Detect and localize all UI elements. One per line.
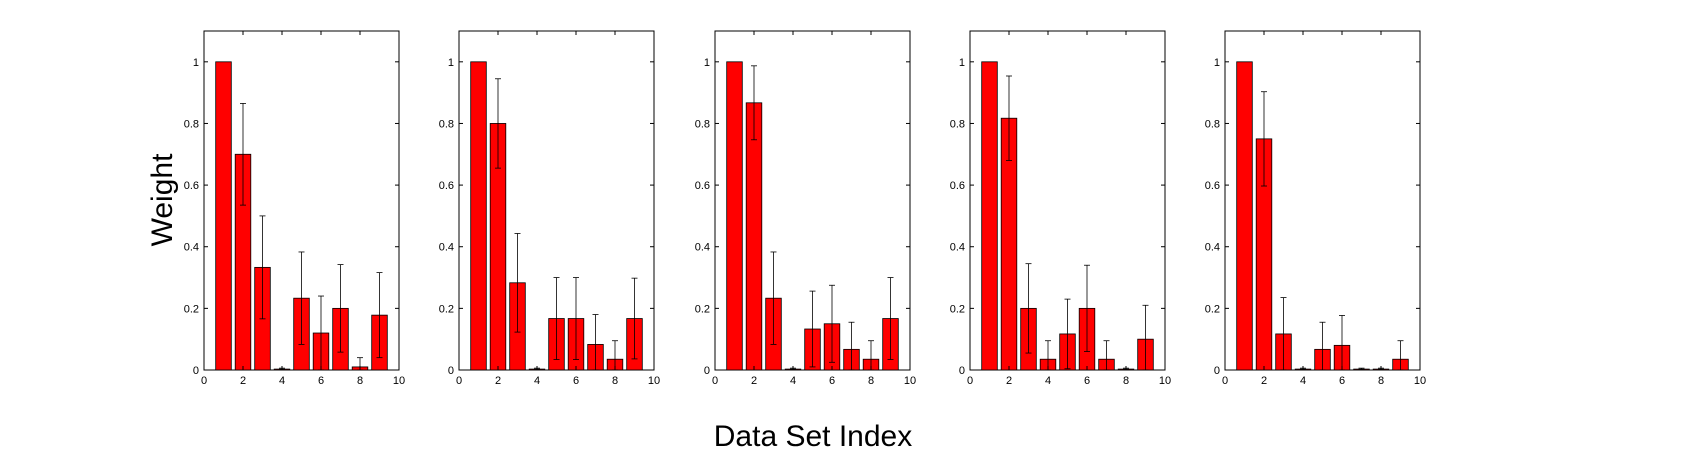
x-tick-label: 0: [1222, 375, 1228, 387]
chart-panel-1: 0 2 4 6 8 10 0 0.2 0.4 0.6 0.8 1: [184, 30, 405, 387]
x-tick-label: 6: [1339, 375, 1345, 387]
y-tick-label: 0.8: [184, 118, 199, 130]
y-tick-label: 0: [704, 365, 710, 377]
x-tick-label: 10: [393, 375, 405, 387]
x-tick-label: 2: [751, 375, 757, 387]
x-axis-title: Data Set Index: [714, 420, 912, 450]
x-tick-label: 6: [573, 375, 579, 387]
y-tick-label: 0.8: [950, 118, 965, 130]
y-tick-label: 0.2: [1205, 303, 1220, 315]
y-axis-title: Weight: [146, 153, 179, 246]
x-tick-label: 4: [534, 375, 540, 387]
y-tick-label: 0.4: [439, 242, 454, 254]
y-tick-label: 0.6: [439, 180, 454, 192]
axes-frame: [1224, 30, 1421, 371]
x-tick-label: 0: [712, 375, 718, 387]
x-tick-label: 10: [1159, 375, 1171, 387]
x-tick-label: 10: [904, 375, 916, 387]
y-tick-label: 0.8: [695, 118, 710, 130]
y-tick-label: 0.6: [695, 180, 710, 192]
x-tick-label: 4: [1300, 375, 1306, 387]
bar: [745, 102, 763, 371]
y-tick-label: 0.4: [184, 242, 199, 254]
y-tick-label: 1: [193, 57, 199, 69]
bar: [215, 61, 232, 371]
y-tick-label: 0.4: [695, 242, 710, 254]
y-tick-label: 0: [959, 365, 965, 377]
x-tick-label: 0: [201, 375, 207, 387]
y-tick-label: 0.8: [439, 118, 454, 130]
x-tick-label: 2: [240, 375, 246, 387]
x-tick-label: 8: [868, 375, 874, 387]
y-tick-label: 0.2: [950, 303, 965, 315]
x-tick-label: 10: [1414, 375, 1426, 387]
y-tick-label: 0: [448, 365, 454, 377]
y-tick-label: 0.6: [950, 180, 965, 192]
y-tick-label: 0.6: [1205, 180, 1220, 192]
y-tick-label: 1: [448, 57, 454, 69]
bar: [726, 61, 743, 371]
y-tick-label: 1: [1214, 57, 1220, 69]
bar: [1236, 61, 1253, 371]
y-tick-label: 1: [704, 57, 710, 69]
x-tick-label: 4: [1045, 375, 1051, 387]
y-tick-label: 1: [959, 57, 965, 69]
y-tick-label: 0.6: [184, 180, 199, 192]
y-tick-label: 0.4: [950, 242, 965, 254]
y-tick-label: 0.2: [184, 303, 199, 315]
x-tick-label: 8: [1378, 375, 1384, 387]
chart-panel-4: 0 2 4 6 8 10 0 0.2 0.4 0.6 0.8 1: [950, 30, 1171, 387]
x-tick-label: 10: [648, 375, 660, 387]
y-tick-label: 0: [1214, 365, 1220, 377]
x-tick-label: 0: [967, 375, 973, 387]
x-tick-label: 2: [1261, 375, 1267, 387]
x-tick-label: 6: [318, 375, 324, 387]
chart-panel-3: 0 2 4 6 8 10 0 0.2 0.4 0.6 0.8 1: [695, 30, 916, 387]
chart-panel-5: 0 2 4 6 8 10 0 0.2 0.4 0.6 0.8 1: [1205, 30, 1426, 387]
x-tick-label: 8: [1123, 375, 1129, 387]
y-tick-label: 0.2: [695, 303, 710, 315]
bar: [470, 61, 487, 371]
chart-panel-2: 0 2 4 6 8 10 0 0.2 0.4 0.6 0.8 1: [439, 30, 660, 387]
y-tick-label: 0.2: [439, 303, 454, 315]
y-tick-label: 0.8: [1205, 118, 1220, 130]
x-tick-label: 2: [1006, 375, 1012, 387]
y-tick-label: 0: [193, 365, 199, 377]
x-tick-label: 6: [1084, 375, 1090, 387]
x-tick-label: 2: [495, 375, 501, 387]
y-tick-label: 0.4: [1205, 242, 1220, 254]
x-tick-label: 4: [790, 375, 796, 387]
x-tick-label: 6: [829, 375, 835, 387]
x-tick-label: 4: [279, 375, 285, 387]
x-tick-label: 8: [357, 375, 363, 387]
x-tick-label: 0: [456, 375, 462, 387]
x-tick-label: 8: [612, 375, 618, 387]
bar: [981, 61, 998, 371]
